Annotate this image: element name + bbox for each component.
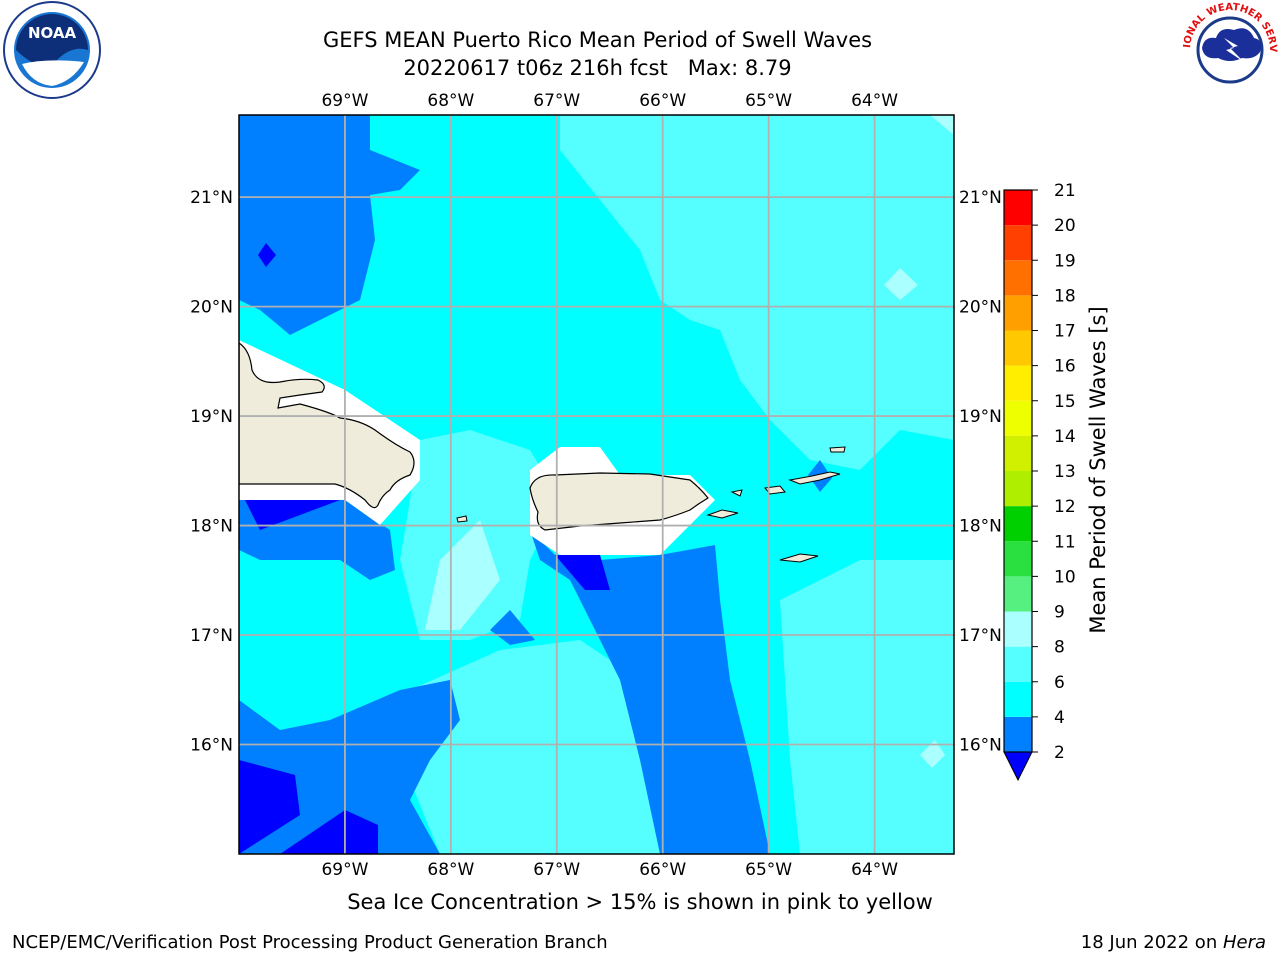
lat-tick-label-right: 20°N bbox=[959, 298, 1002, 318]
date-label: 18 Jun 2022 on bbox=[1080, 932, 1223, 953]
noaa-logo: NOAA bbox=[2, 0, 102, 100]
lon-tick-label-bottom: 68°W bbox=[427, 860, 474, 880]
graticule bbox=[239, 115, 954, 854]
map-frame bbox=[238, 114, 955, 855]
colorbar-band bbox=[1004, 716, 1032, 752]
band-under-2-b bbox=[280, 810, 378, 854]
band-6-8-east bbox=[560, 115, 954, 470]
colorbar-band bbox=[1004, 646, 1032, 682]
band-under-2-c bbox=[245, 500, 340, 530]
band-2-4-nw bbox=[239, 115, 420, 335]
lon-tick-label-top: 69°W bbox=[321, 91, 368, 111]
colorbar-band bbox=[1004, 330, 1032, 366]
colorbar-band bbox=[1004, 435, 1032, 471]
colorbar-band bbox=[1004, 576, 1032, 612]
colorbar-band bbox=[1004, 471, 1032, 507]
chart-title: GEFS MEAN Puerto Rico Mean Period of Swe… bbox=[322, 28, 873, 52]
lon-tick-label-bottom: 69°W bbox=[321, 860, 368, 880]
band-6-8-se bbox=[780, 560, 954, 854]
lat-tick-label-right: 17°N bbox=[959, 626, 1002, 646]
lat-tick-label-left: 21°N bbox=[190, 188, 233, 208]
colorbar-tick-label: 18 bbox=[1054, 286, 1076, 306]
band-2-4-central bbox=[530, 530, 770, 854]
colorbar-band bbox=[1004, 260, 1032, 296]
lat-tick-label-left: 18°N bbox=[190, 517, 233, 537]
colorbar-band bbox=[1004, 506, 1032, 542]
lon-tick-label-bottom: 65°W bbox=[745, 860, 792, 880]
colorbar-band bbox=[1004, 681, 1032, 717]
lon-tick-label-bottom: 66°W bbox=[639, 860, 686, 880]
band-8-9-d bbox=[930, 115, 954, 135]
lat-tick-label-left: 16°N bbox=[190, 736, 233, 756]
lat-tick-label-right: 21°N bbox=[959, 188, 1002, 208]
lat-tick-label-right: 16°N bbox=[959, 736, 1002, 756]
lon-tick-label-top: 68°W bbox=[427, 91, 474, 111]
colorbar-tick-label: 19 bbox=[1054, 251, 1076, 271]
lat-tick-label-left: 20°N bbox=[190, 298, 233, 318]
colorbar-band bbox=[1004, 225, 1032, 261]
colorbar-tick-label: 2 bbox=[1054, 743, 1065, 763]
colorbar-band bbox=[1004, 190, 1032, 226]
colorbar-tick-label: 17 bbox=[1054, 322, 1076, 342]
lat-tick-label-right: 19°N bbox=[959, 407, 1002, 427]
svg-text:NOAA: NOAA bbox=[28, 24, 77, 42]
st-croix bbox=[779, 553, 819, 563]
colorbar-band bbox=[1004, 365, 1032, 401]
colorbar-band bbox=[1004, 295, 1032, 331]
colorbar-tick-label: 8 bbox=[1054, 638, 1065, 658]
nws-logo: NATIONAL WEATHER SERVICE bbox=[1176, 0, 1280, 100]
colorbar-tick-label: 10 bbox=[1054, 567, 1076, 587]
colorbar-band bbox=[1004, 611, 1032, 647]
band-8-9-a bbox=[425, 520, 500, 630]
colorbar-tick-label: 21 bbox=[1054, 181, 1076, 201]
lon-tick-label-bottom: 64°W bbox=[851, 860, 898, 880]
band-8-9-c bbox=[920, 740, 945, 768]
mona-island bbox=[456, 515, 468, 523]
colorbar-tick-label: 6 bbox=[1054, 673, 1065, 693]
colorbar-tick-label: 9 bbox=[1054, 603, 1065, 623]
band-under-2-d bbox=[555, 555, 610, 590]
colorbar-tick-label: 12 bbox=[1054, 497, 1076, 517]
lon-tick-label-top: 67°W bbox=[533, 91, 580, 111]
colorbar-bands bbox=[1003, 189, 1033, 782]
culebra bbox=[730, 489, 743, 497]
vieques bbox=[706, 509, 739, 519]
band-6-8-south bbox=[410, 640, 680, 854]
sea-ice-note: Sea Ice Concentration > 15% is shown in … bbox=[347, 890, 933, 914]
colorbar-tick-label: 14 bbox=[1054, 427, 1076, 447]
colorbar-tick-label: 4 bbox=[1054, 708, 1065, 728]
colorbar-under-arrow bbox=[1003, 751, 1033, 782]
colorbar-tick-label: 16 bbox=[1054, 357, 1076, 377]
band-under-2-a bbox=[239, 760, 300, 854]
machine-name: Hera bbox=[1222, 932, 1266, 953]
colorbar-tick-label: 15 bbox=[1054, 392, 1076, 412]
colorbar-tick-label: 13 bbox=[1054, 462, 1076, 482]
band-8-9-b bbox=[884, 268, 918, 300]
lon-tick-label-bottom: 67°W bbox=[533, 860, 580, 880]
lat-tick-label-left: 17°N bbox=[190, 626, 233, 646]
map-tick-labels: 69°W 69°W 68°W 68°W 67°W 67°W 66°W 66°W 65°W 65°W… bbox=[190, 91, 1002, 880]
lat-tick-label-left: 19°N bbox=[190, 407, 233, 427]
colorbar-band bbox=[1004, 400, 1032, 436]
lat-tick-label-right: 18°N bbox=[959, 517, 1002, 537]
band-under-2-e bbox=[258, 243, 276, 267]
chart-subtitle: 20220617 t06z 216h fcst Max: 8.79 bbox=[403, 56, 792, 80]
lon-tick-label-top: 65°W bbox=[745, 91, 792, 111]
hispaniola-land bbox=[239, 342, 415, 509]
virgin-islands-2 bbox=[788, 471, 841, 485]
colorbar-tick-label: 11 bbox=[1054, 532, 1076, 552]
band-2-4-small bbox=[490, 610, 535, 645]
anegada bbox=[829, 446, 846, 453]
credit-text: NCEP/EMC/Verification Post Processing Pr… bbox=[12, 932, 608, 953]
lon-tick-label-top: 64°W bbox=[851, 91, 898, 111]
date-text: 18 Jun 2022 on Hera bbox=[1081, 932, 1266, 953]
colorbar-ticks: 2 4 6 8 9 10 11 12 13 14 15 16 17 18 19 20 21 bbox=[1032, 181, 1076, 763]
colorbar-band bbox=[1004, 541, 1032, 577]
lon-tick-label-top: 66°W bbox=[639, 91, 686, 111]
colorbar-tick-label: 20 bbox=[1054, 216, 1076, 236]
